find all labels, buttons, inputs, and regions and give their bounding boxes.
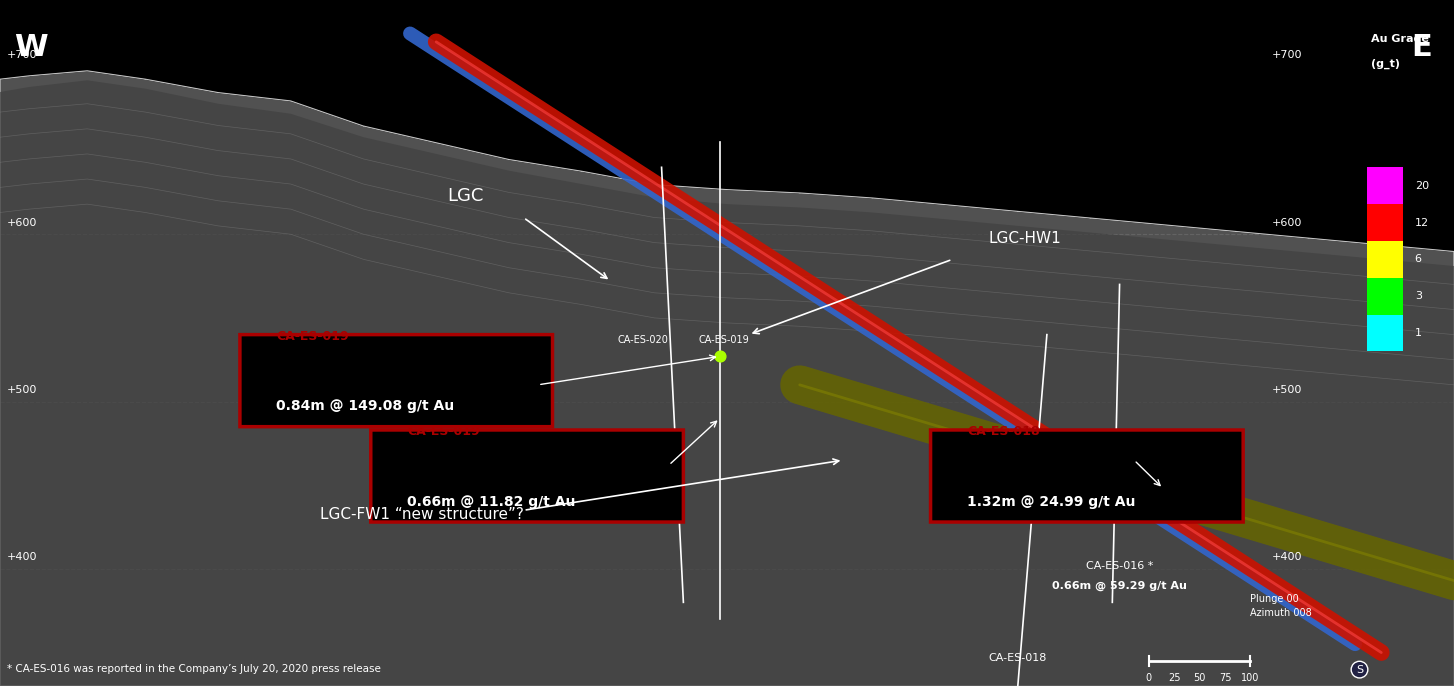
Text: +700: +700 [1272, 50, 1303, 60]
Text: +500: +500 [1272, 385, 1303, 395]
Text: 0.66m @ 59.29 g/t Au: 0.66m @ 59.29 g/t Au [1053, 581, 1186, 591]
Text: 20: 20 [1415, 180, 1429, 191]
Text: LGC-FW1 “new structure”?: LGC-FW1 “new structure”? [320, 507, 523, 521]
Text: +600: +600 [1272, 217, 1303, 228]
FancyBboxPatch shape [931, 430, 1243, 522]
Text: CA-ES-019: CA-ES-019 [407, 425, 480, 438]
Text: 75: 75 [1218, 673, 1232, 683]
Text: 1: 1 [1415, 328, 1422, 338]
Point [1108, 455, 1131, 466]
Text: CA-ES-016 *: CA-ES-016 * [1086, 561, 1153, 571]
Point [708, 351, 731, 362]
Text: * CA-ES-016 was reported in the Company’s July 20, 2020 press release: * CA-ES-016 was reported in the Company’… [7, 664, 381, 674]
Text: +400: +400 [1272, 552, 1303, 563]
Text: +500: +500 [7, 385, 38, 395]
Text: W: W [15, 34, 48, 62]
Text: 12: 12 [1415, 217, 1429, 228]
Bar [1367, 204, 1403, 241]
Text: Au Grade: Au Grade [1371, 34, 1429, 44]
Point [1086, 480, 1109, 490]
Text: CA-ES-018: CA-ES-018 [989, 653, 1047, 663]
Text: 50: 50 [1194, 673, 1205, 683]
Text: 100: 100 [1242, 673, 1259, 683]
FancyBboxPatch shape [371, 430, 683, 522]
Text: 0.84m @ 149.08 g/t Au: 0.84m @ 149.08 g/t Au [276, 399, 455, 413]
Text: 1.32m @ 24.99 g/t Au: 1.32m @ 24.99 g/t Au [967, 495, 1136, 508]
Text: CA-ES-019: CA-ES-019 [276, 330, 349, 343]
Bar [1367, 315, 1403, 351]
Text: LGC-HW1: LGC-HW1 [989, 230, 1061, 246]
FancyBboxPatch shape [240, 335, 553, 427]
Text: LGC: LGC [446, 187, 484, 205]
Text: 3: 3 [1415, 291, 1422, 301]
Polygon shape [0, 0, 1454, 251]
Polygon shape [0, 70, 1454, 686]
Polygon shape [0, 80, 1454, 686]
Text: Plunge 00
Azimuth 008: Plunge 00 Azimuth 008 [1250, 594, 1312, 618]
Text: +400: +400 [7, 552, 38, 563]
Text: CA-ES-018: CA-ES-018 [967, 425, 1040, 438]
Bar [1367, 278, 1403, 315]
Bar [1367, 241, 1403, 278]
Text: S: S [1357, 665, 1362, 674]
Text: 6: 6 [1415, 255, 1422, 264]
Bar [1367, 167, 1403, 204]
Text: CA-ES-020: CA-ES-020 [618, 335, 667, 345]
Text: CA-ES-019: CA-ES-019 [699, 335, 749, 345]
Text: 0: 0 [1146, 673, 1152, 683]
Text: +600: +600 [7, 217, 38, 228]
Text: E: E [1412, 34, 1432, 62]
Text: 0.66m @ 11.82 g/t Au: 0.66m @ 11.82 g/t Au [407, 495, 576, 508]
Text: 25: 25 [1168, 673, 1181, 683]
Text: (g_t): (g_t) [1371, 59, 1400, 69]
Text: +700: +700 [7, 50, 38, 60]
